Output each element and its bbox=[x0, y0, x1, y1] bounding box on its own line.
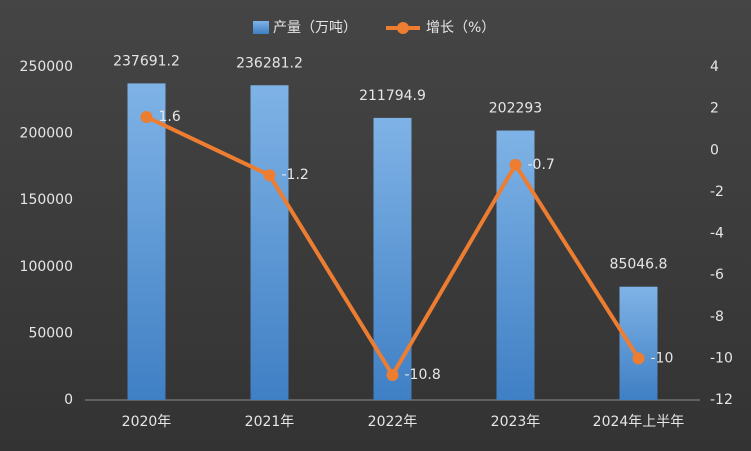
y-tick-label: 250000 bbox=[20, 59, 73, 75]
line-point bbox=[632, 352, 645, 365]
bar-value-label: 211794.9 bbox=[359, 88, 426, 104]
bar bbox=[619, 286, 658, 400]
line-value-label: -1.2 bbox=[282, 167, 309, 183]
y2-tick-label: -4 bbox=[710, 226, 724, 242]
y2-tick-label: 2 bbox=[710, 101, 719, 117]
x-tick-label: 2023年 bbox=[491, 414, 541, 430]
bar-value-label: 85046.8 bbox=[610, 257, 668, 273]
line-point bbox=[386, 369, 399, 382]
bar-value-label: 236281.2 bbox=[236, 55, 303, 71]
y-tick-label: 0 bbox=[64, 392, 73, 408]
x-tick-label: 2022年 bbox=[368, 414, 418, 430]
line-value-label: -0.7 bbox=[528, 157, 555, 173]
bar-value-label: 202293 bbox=[489, 101, 542, 117]
bar-value-label: 237691.2 bbox=[113, 53, 180, 69]
line-point bbox=[509, 158, 522, 171]
legend-swatch bbox=[253, 21, 269, 34]
y2-tick-label: -2 bbox=[710, 184, 724, 200]
y2-tick-label: 0 bbox=[710, 142, 719, 158]
y2-tick-label: -12 bbox=[710, 392, 733, 408]
x-tick-label: 2024年上半年 bbox=[593, 414, 685, 430]
bar bbox=[250, 85, 289, 401]
x-tick-label: 2021年 bbox=[245, 414, 295, 430]
bar bbox=[496, 130, 535, 401]
line-value-label: -10.8 bbox=[405, 367, 441, 383]
line-point bbox=[140, 110, 153, 123]
legend-label: 增长（%） bbox=[426, 20, 495, 36]
y2-tick-label: -10 bbox=[710, 350, 733, 366]
legend-swatch-marker bbox=[397, 22, 409, 34]
y2-tick-label: 4 bbox=[710, 59, 719, 75]
line-value-label: -10 bbox=[651, 350, 674, 366]
y-tick-label: 100000 bbox=[20, 259, 73, 275]
y-tick-label: 50000 bbox=[28, 325, 73, 341]
y2-tick-label: -8 bbox=[710, 309, 724, 325]
x-tick-label: 2020年 bbox=[122, 414, 172, 430]
bar bbox=[127, 83, 166, 400]
y-tick-label: 200000 bbox=[20, 126, 73, 142]
y-tick-label: 150000 bbox=[20, 192, 73, 208]
legend-label: 产量（万吨） bbox=[273, 20, 357, 36]
y2-tick-label: -6 bbox=[710, 267, 724, 283]
line-point bbox=[263, 169, 276, 182]
bar bbox=[373, 117, 412, 400]
line-value-label: 1.6 bbox=[159, 109, 181, 125]
